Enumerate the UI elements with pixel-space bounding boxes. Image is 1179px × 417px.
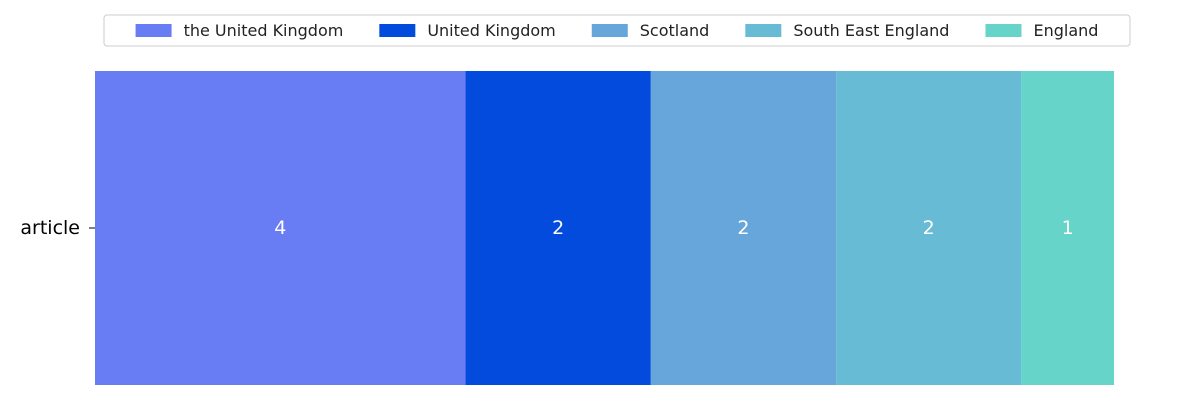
legend-label-england: England: [1033, 21, 1098, 40]
bar-united-kingdom: [465, 71, 651, 385]
bar-the-united-kingdom: [95, 71, 466, 385]
bar-label-the-united-kingdom: 4: [274, 217, 286, 239]
legend-swatch-scotland: [591, 24, 628, 37]
legend-label-scotland: Scotland: [640, 21, 710, 40]
bar-label-south-east-england: 2: [923, 217, 935, 239]
legend-label-south-east-england: South East England: [793, 21, 949, 40]
y-axis: article: [20, 217, 95, 239]
bar-label-united-kingdom: 2: [552, 217, 564, 239]
legend-swatch-south-east-england: [745, 24, 782, 37]
bar-england: [1021, 71, 1114, 385]
bar-south-east-england: [836, 71, 1022, 385]
legend-swatch-the-united-kingdom: [135, 24, 172, 37]
bar-labels: 4 2 2 2 1: [274, 217, 1074, 239]
bar-scotland: [650, 71, 837, 385]
bar-label-scotland: 2: [737, 217, 749, 239]
legend-label-united-kingdom: United Kingdom: [427, 21, 555, 40]
bar-label-england: 1: [1062, 217, 1074, 239]
legend-swatch-england: [985, 24, 1022, 37]
bars: [95, 71, 1114, 385]
legend-swatch-united-kingdom: [379, 24, 416, 37]
legend-label-the-united-kingdom: the United Kingdom: [184, 21, 344, 40]
y-tick-label: article: [20, 217, 80, 239]
legend: the United Kingdom United Kingdom Scotland…: [103, 14, 1131, 47]
